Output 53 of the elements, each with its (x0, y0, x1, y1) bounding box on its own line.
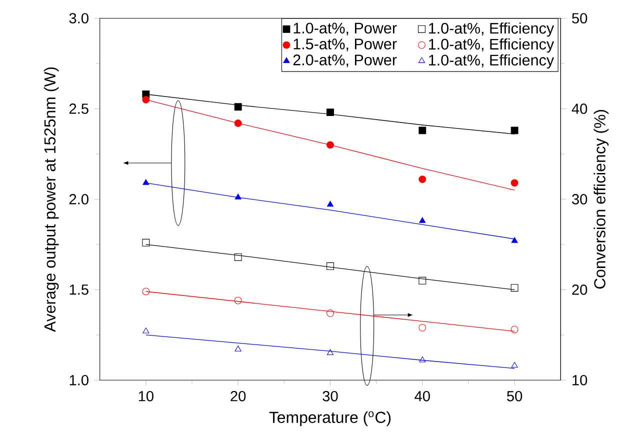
point (234, 346, 242, 352)
point (418, 126, 426, 134)
y2-tick-label: 20 (572, 284, 588, 295)
point (234, 296, 242, 304)
point (510, 179, 518, 187)
point (142, 238, 150, 246)
point (511, 362, 518, 368)
x-tick-label: 50 (507, 390, 522, 402)
legend-label: 1.0-at%, Efficiency (429, 38, 554, 53)
point (234, 119, 242, 127)
y2-axis-title: Conversion efficiency (%) (594, 110, 609, 289)
x-tick-label: 10 (138, 390, 154, 402)
point (326, 200, 334, 207)
point (510, 126, 518, 134)
legend-label: 1.0-at%, Power (294, 22, 397, 36)
x-tick-label: 30 (322, 390, 338, 402)
point (326, 309, 334, 317)
legend-label: 2.0-at%, Power (293, 54, 397, 68)
y2-tick-label: 40 (572, 104, 588, 114)
point (510, 284, 518, 292)
point (418, 176, 426, 184)
legend-label: 1.0-at%, Efficiency (429, 22, 554, 37)
y-tick-label: 1.5 (70, 284, 88, 295)
point (418, 324, 426, 332)
x-axis-title: Temperature ($^{o}$C) (269, 411, 391, 426)
y-axis-title: Average output power at 1525nm (W) (44, 67, 59, 332)
point (326, 108, 334, 116)
point (419, 356, 426, 362)
legend-label: 1.5-at%, Power (294, 38, 397, 52)
y-tick-label: 1.0 (70, 375, 88, 386)
point (234, 253, 242, 261)
x-tick-label: 40 (414, 390, 430, 402)
point (418, 276, 426, 284)
y-tick-label: 2.0 (69, 194, 88, 204)
point (142, 179, 150, 185)
x-tick-label: 20 (230, 390, 246, 402)
point (142, 328, 150, 334)
y2-tick-label: 10 (572, 375, 588, 386)
point (234, 103, 242, 111)
y2-tick-label: 50 (572, 13, 588, 24)
point (142, 288, 150, 296)
legend-label: 1.0-at%, Efficiency (429, 54, 554, 69)
point (234, 194, 242, 200)
point (142, 96, 150, 104)
point (326, 349, 334, 356)
y-tick-label: 3.0 (69, 13, 88, 24)
y-tick-label: 2.5 (69, 104, 88, 114)
point (326, 141, 334, 149)
point (419, 217, 426, 223)
point (510, 326, 518, 334)
y2-tick-label: 30 (572, 194, 588, 204)
point (511, 237, 518, 243)
point (326, 262, 334, 270)
